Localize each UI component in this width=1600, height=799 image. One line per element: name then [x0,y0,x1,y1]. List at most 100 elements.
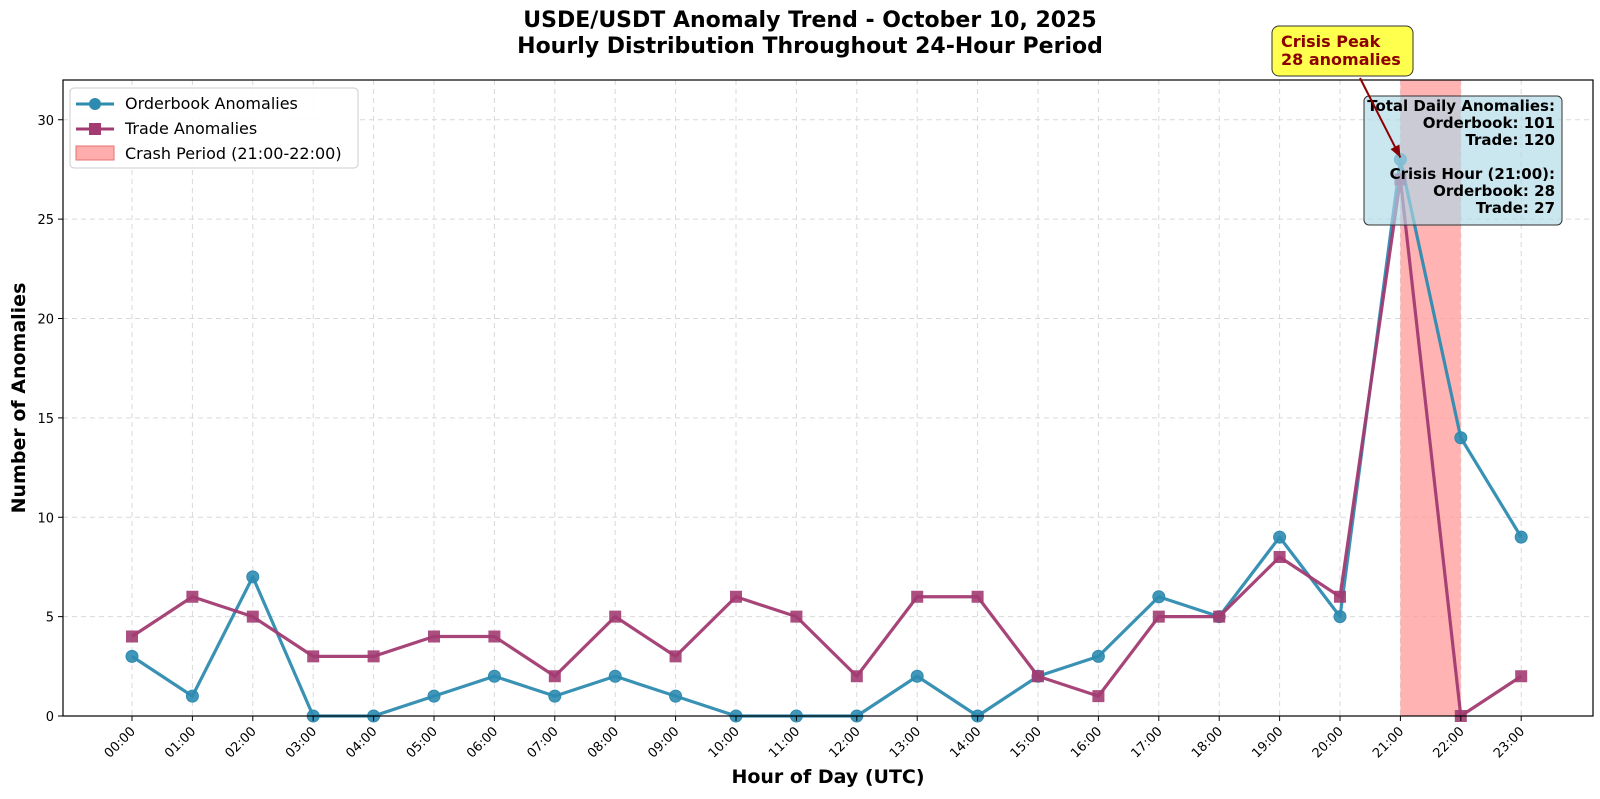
trade-point [790,610,803,623]
orderbook-point [1514,530,1528,544]
stats-box-line: Crisis Hour (21:00): [1390,165,1555,183]
peak-annotation-arrow [1359,77,1402,158]
y-tick-label: 15 [37,412,54,427]
y-tick-label: 30 [37,114,54,129]
stats-box-frame [1363,95,1563,226]
trade-point [428,630,440,643]
trade-series-line [131,177,1523,718]
plot-frame [62,79,1594,717]
x-tick-label: 09:00 [645,724,682,761]
y-tick-label: 5 [46,611,54,626]
peak-annotation-line2: 28 anomalies [1281,50,1401,69]
chart-title-line1: USDE/USDT Anomaly Trend - October 10, 20… [523,8,1096,33]
x-tick-label: 14:00 [947,724,984,761]
trade-point [911,590,924,603]
x-tick-label: 02:00 [223,724,260,761]
trade-point [1213,610,1226,623]
trade-point [1273,551,1286,563]
x-tick-label: 22:00 [1431,724,1468,761]
legend-crash-swatch [75,145,115,161]
orderbook-point [487,669,501,683]
orderbook-point [1152,590,1166,604]
stats-box-line: Total Daily Anomalies: [1367,97,1555,115]
legend-orderbook-label: Orderbook Anomalies [125,94,298,113]
y-tick-label: 10 [37,511,54,526]
x-tick-label: 04:00 [343,724,380,761]
trade-point [730,590,742,603]
x-tick-label: 05:00 [404,724,441,761]
x-tick-label: 11:00 [766,724,803,761]
trade-point [971,590,984,603]
x-tick-label: 12:00 [827,724,864,761]
y-tick-label: 20 [37,313,54,328]
trade-point [850,670,863,683]
trade-point [126,630,138,643]
trade-point [307,650,320,663]
orderbook-point [1454,431,1468,445]
x-tick-label: 16:00 [1068,724,1105,761]
orderbook-point [427,689,441,703]
x-tick-label: 07:00 [525,724,562,761]
peak-annotation: Crisis Peak 28 anomalies [1271,25,1414,158]
trade-point [186,590,199,603]
x-tick-label: 23:00 [1491,724,1528,761]
trade-point [1515,670,1528,683]
stats-box-line: Trade: 27 [1476,199,1555,217]
y-axis-ticks: 0 5 10 15 20 25 30 [37,114,63,725]
trade-point [1032,670,1044,683]
chart-title-line2: Hourly Distribution Throughout 24-Hour P… [517,34,1103,59]
orderbook-point [608,669,622,683]
x-tick-label: 19:00 [1249,724,1286,761]
x-tick-label: 06:00 [464,724,501,761]
x-tick-label: 15:00 [1008,724,1045,761]
legend: Orderbook Anomalies Trade Anomalies Cras… [69,87,359,169]
series-lines [125,153,1528,723]
orderbook-point [246,570,260,584]
trade-point [609,610,622,623]
trade-point [1152,610,1165,623]
stats-box: Total Daily Anomalies:Orderbook: 101Trad… [1363,95,1563,226]
trade-point [548,670,561,683]
legend-crash-label: Crash Period (21:00-22:00) [125,144,342,163]
orderbook-point [185,689,199,703]
trade-point [669,650,682,663]
stats-box-line: Orderbook: 101 [1423,114,1555,132]
orderbook-point [669,689,683,703]
peak-annotation-arrowhead [1390,144,1401,158]
legend-trade-marker [89,123,101,135]
x-tick-label: 17:00 [1129,724,1166,761]
orderbook-point [1273,530,1287,544]
x-tick-label: 01:00 [162,724,199,761]
x-tick-label: 18:00 [1189,724,1226,761]
x-tick-label: 21:00 [1370,724,1407,761]
x-tick-label: 10:00 [706,724,743,761]
trade-point [1092,690,1105,703]
legend-box [69,87,359,169]
orderbook-point [1091,649,1105,663]
x-tick-label: 13:00 [887,724,924,761]
stats-box-line: Orderbook: 28 [1433,182,1555,200]
y-tick-label: 0 [46,710,54,725]
orderbook-point [548,689,562,703]
y-axis-label: Number of Anomalies [8,283,30,514]
y-tick-label: 25 [37,213,54,228]
x-tick-label: 03:00 [283,724,320,761]
orderbook-point [1333,610,1347,624]
legend-trade-label: Trade Anomalies [124,119,257,138]
x-tick-label: 20:00 [1310,724,1347,761]
x-tick-label: 00:00 [102,724,139,761]
trade-point [1334,590,1346,603]
orderbook-point [910,669,924,683]
orderbook-point [125,649,139,663]
x-axis-ticks: 00:00 01:00 02:00 03:00 04:00 05:00 06:00 07:00… [102,716,1528,761]
legend-orderbook-marker [89,98,101,110]
trade-point [246,610,259,623]
x-tick-label: 08:00 [585,724,622,761]
stats-box-line: Trade: 120 [1465,131,1555,149]
trade-point [488,630,501,643]
peak-annotation-line1: Crisis Peak [1281,32,1381,51]
peak-annotation-box [1271,25,1414,77]
orderbook-series-line [131,157,1523,718]
trade-point [367,650,380,663]
